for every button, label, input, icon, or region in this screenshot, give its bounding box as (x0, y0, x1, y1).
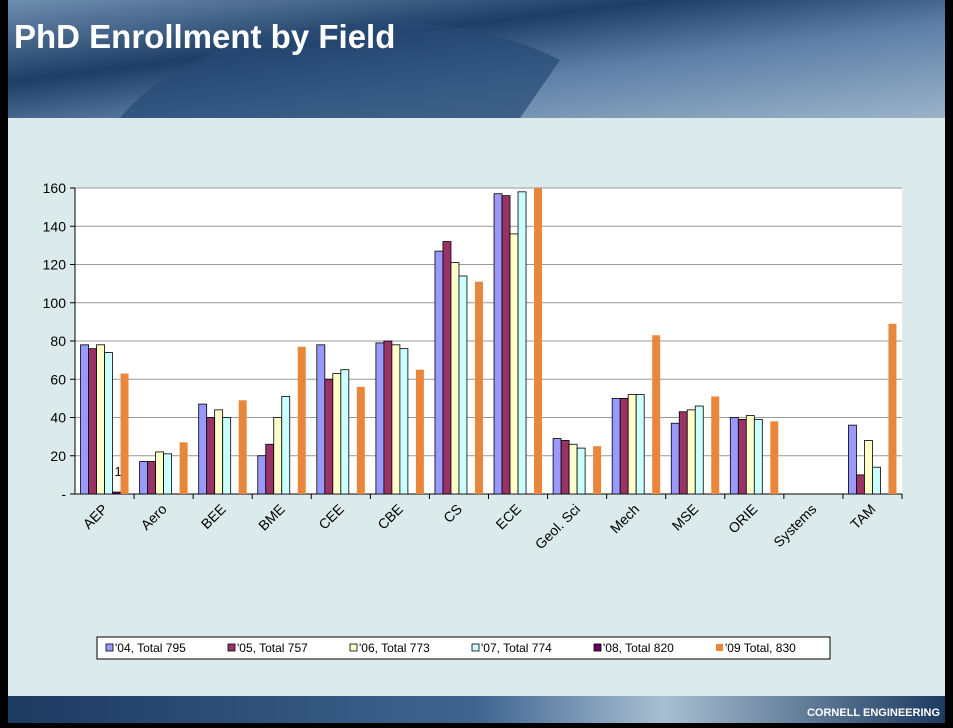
legend-swatch (349, 643, 358, 652)
bar (214, 409, 224, 495)
legend-label: '04, Total 795 (115, 641, 186, 655)
bar (729, 417, 739, 495)
bar (340, 369, 350, 495)
bar (96, 344, 105, 495)
y-tick-label: 120 (43, 257, 67, 273)
y-tick-label: 160 (43, 180, 67, 196)
bar (163, 453, 173, 495)
bar (80, 344, 89, 495)
bar (493, 193, 503, 495)
bar (356, 386, 365, 494)
bar (678, 411, 688, 495)
bar (415, 369, 424, 494)
bar (635, 394, 645, 495)
y-tick-label: 40 (50, 410, 66, 426)
bar (627, 394, 637, 495)
slide-title: PhD Enrollment by Field (14, 18, 395, 55)
legend-label: '09 Total, 830 (725, 641, 796, 655)
legend-swatch (593, 643, 602, 652)
bar (711, 396, 720, 494)
bar (375, 342, 385, 495)
bar (770, 421, 779, 494)
header-shape (120, 21, 560, 118)
bar (501, 195, 511, 495)
bar (206, 417, 216, 495)
bar (198, 403, 208, 495)
bar (458, 275, 468, 495)
bar (576, 447, 586, 495)
footer-band (8, 696, 945, 723)
bar (534, 188, 543, 494)
legend-swatch (716, 644, 723, 651)
bar (399, 348, 409, 495)
bar (611, 397, 621, 495)
bar (112, 491, 121, 495)
legend-label: '07, Total 774 (481, 641, 552, 655)
bar (552, 438, 562, 495)
y-tick-label: - (61, 486, 66, 502)
bar (265, 443, 275, 495)
bar (856, 474, 865, 495)
y-tick-label: 140 (43, 218, 67, 234)
bar (147, 461, 157, 495)
y-tick-label: 100 (43, 295, 67, 311)
legend-label: '05, Total 757 (237, 641, 308, 655)
bar (753, 419, 763, 495)
bar (864, 440, 873, 495)
bar (88, 348, 97, 495)
bar (686, 409, 696, 495)
bar (442, 241, 452, 495)
bar (509, 233, 519, 495)
bar (179, 442, 188, 494)
bar (434, 250, 444, 495)
bar (391, 344, 401, 495)
legend-label: '06, Total 773 (359, 641, 430, 655)
bar (670, 422, 680, 495)
bar (652, 335, 661, 494)
y-tick-label: 60 (50, 371, 66, 387)
bar (257, 455, 267, 495)
bar (737, 419, 747, 495)
bar (104, 352, 113, 495)
bar (238, 400, 247, 494)
bar (281, 396, 291, 495)
y-tick-label: 80 (50, 333, 66, 349)
y-tick-label: 20 (50, 448, 66, 464)
bar (560, 440, 570, 495)
bar (332, 373, 342, 495)
bar (120, 373, 129, 494)
bar (450, 262, 460, 495)
bar (593, 446, 602, 494)
bar (139, 461, 149, 495)
bar (155, 451, 165, 495)
data-label: 1 (115, 464, 122, 479)
bar (222, 417, 232, 495)
bar (568, 443, 578, 495)
legend-swatch (105, 643, 114, 652)
footer-text: CORNELL ENGINEERING (807, 707, 940, 719)
legend-swatch (227, 643, 236, 652)
bar (383, 340, 393, 495)
bar (888, 323, 897, 494)
legend-box (96, 636, 831, 660)
bar (324, 378, 334, 495)
bar (694, 405, 704, 495)
bar (273, 417, 283, 495)
bar (848, 424, 857, 495)
legend-label: '08, Total 820 (603, 641, 674, 655)
bar (745, 415, 755, 495)
bar (872, 466, 881, 495)
legend-swatch (471, 643, 480, 652)
bar (517, 191, 527, 495)
bar (474, 281, 483, 494)
bar (619, 397, 629, 495)
bar (297, 346, 306, 494)
bar (316, 344, 326, 495)
